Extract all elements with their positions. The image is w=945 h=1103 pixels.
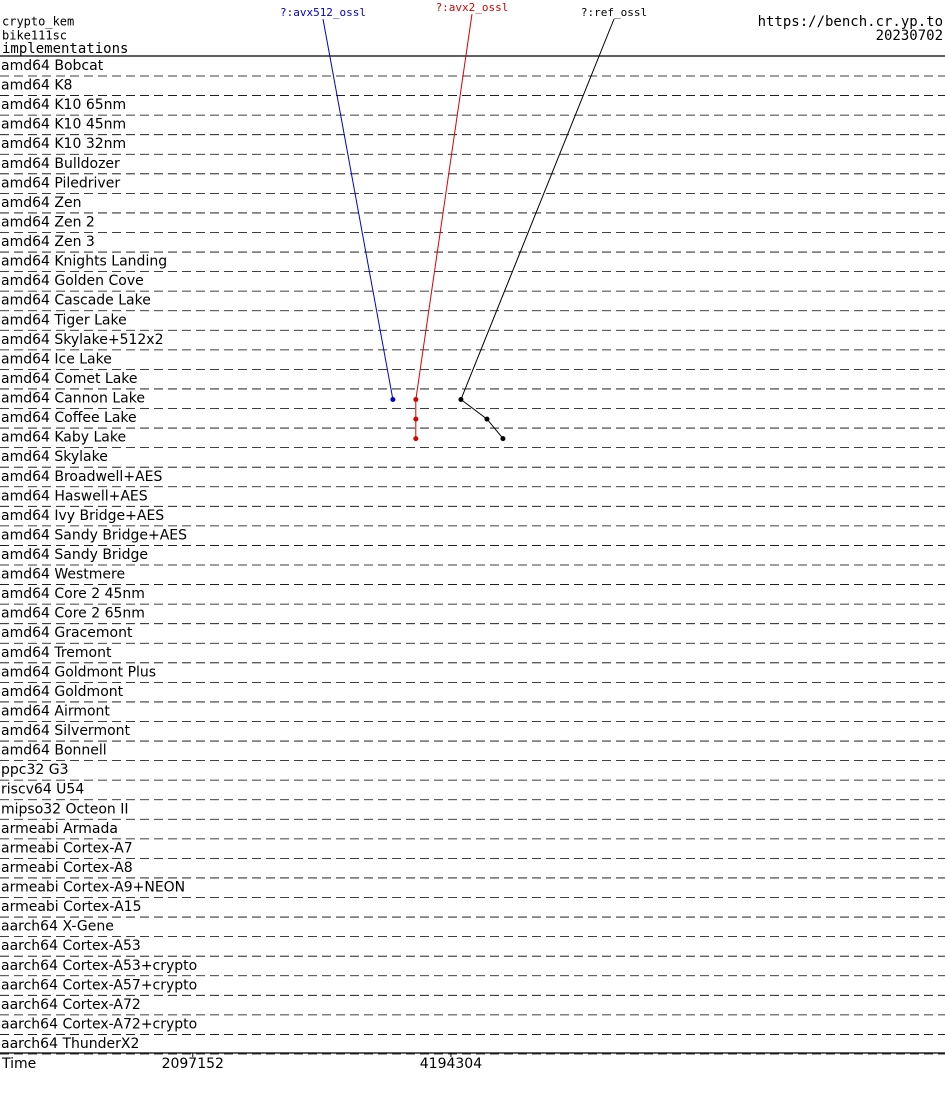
row-label: amd64 Westmere [1, 567, 125, 583]
row-label: amd64 Zen [1, 195, 81, 211]
row-label: armeabi Armada [1, 821, 118, 837]
row-label: amd64 Gracemont [1, 625, 133, 641]
legend-label: ?:ref_ossl [581, 6, 647, 19]
chart-title: crypto_kem [2, 15, 74, 29]
row-label: amd64 Sandy Bridge [1, 547, 148, 563]
row-label: amd64 Piledriver [1, 175, 120, 191]
leader-line [415, 13, 473, 400]
row-label: amd64 Zen 3 [1, 234, 95, 250]
row-label: amd64 Core 2 65nm [1, 606, 145, 622]
row-label: amd64 Bonnell [1, 743, 107, 759]
legend-label: ?:avx512_ossl [280, 6, 366, 19]
row-label: aarch64 Cortex-A57+crypto [1, 977, 197, 993]
row-label: amd64 Cannon Lake [1, 391, 145, 407]
row-label: amd64 Goldmont Plus [1, 664, 156, 680]
row-label: aarch64 X-Gene [1, 919, 114, 935]
leader-line [460, 18, 615, 400]
row-label: aarch64 Cortex-A72+crypto [1, 1016, 197, 1032]
row-label: mipso32 Octeon II [1, 801, 129, 817]
date: 20230702 [876, 28, 943, 44]
row-label: armeabi Cortex-A9+NEON [1, 880, 185, 896]
source: https://bench.cr.yp.to [758, 14, 943, 30]
row-label: armeabi Cortex-A7 [1, 840, 133, 856]
row-label: amd64 K10 45nm [1, 117, 126, 133]
series-line [460, 399, 504, 439]
row-label: aarch64 Cortex-A72 [1, 997, 141, 1013]
row-label: amd64 K10 65nm [1, 97, 126, 113]
data-point [500, 436, 506, 442]
row-label: amd64 Zen 2 [1, 214, 95, 230]
row-label: aarch64 Cortex-A53 [1, 938, 141, 954]
row-label: amd64 Ivy Bridge+AES [1, 508, 164, 524]
data-point [413, 416, 419, 422]
row-label: amd64 Cascade Lake [1, 293, 151, 309]
row-label: amd64 Tiger Lake [1, 312, 127, 328]
row-label: amd64 Coffee Lake [1, 410, 137, 426]
row-label: amd64 Knights Landing [1, 254, 167, 270]
row-label: amd64 Haswell+AES [1, 488, 148, 504]
row-label: amd64 K10 32nm [1, 136, 126, 152]
row-label: amd64 Ice Lake [1, 351, 112, 367]
heading: implementations [2, 41, 128, 57]
data-point [390, 397, 396, 403]
row-label: riscv64 U54 [1, 782, 84, 798]
row-label: armeabi Cortex-A8 [1, 860, 133, 876]
data-point [413, 397, 419, 403]
row-label: ppc32 G3 [1, 762, 69, 778]
row-label: amd64 Broadwell+AES [1, 469, 162, 485]
data-point [413, 436, 419, 442]
x-tick-label: 2097152 [162, 1056, 224, 1072]
data-point [458, 397, 464, 403]
row-label: aarch64 Cortex-A53+crypto [1, 958, 197, 974]
row-label: armeabi Cortex-A15 [1, 899, 142, 915]
row-label: amd64 Tremont [1, 645, 112, 661]
row-label: amd64 Skylake+512x2 [1, 332, 163, 348]
row-label: amd64 Kaby Lake [1, 430, 126, 446]
row-label: amd64 K8 [1, 78, 72, 94]
row-label: amd64 Bulldozer [1, 156, 120, 172]
legend-label: ?:avx2_ossl [436, 1, 509, 14]
leader-line [322, 18, 394, 400]
row-label: amd64 Sandy Bridge+AES [1, 527, 187, 543]
row-label: amd64 Comet Lake [1, 371, 138, 387]
row-label: amd64 Golden Cove [1, 273, 144, 289]
x-axis-label: Time [1, 1056, 36, 1072]
row-label: amd64 Core 2 45nm [1, 586, 145, 602]
row-label: amd64 Airmont [1, 703, 110, 719]
data-point [484, 416, 490, 422]
row-label: amd64 Silvermont [1, 723, 131, 739]
chart-subtitle: bike111sc [2, 29, 67, 43]
row-label: aarch64 ThunderX2 [1, 1036, 139, 1052]
x-tick-label: 4194304 [420, 1056, 482, 1072]
row-label: amd64 Goldmont [1, 684, 124, 700]
row-label: amd64 Bobcat [1, 58, 104, 74]
row-label: amd64 Skylake [1, 449, 108, 465]
